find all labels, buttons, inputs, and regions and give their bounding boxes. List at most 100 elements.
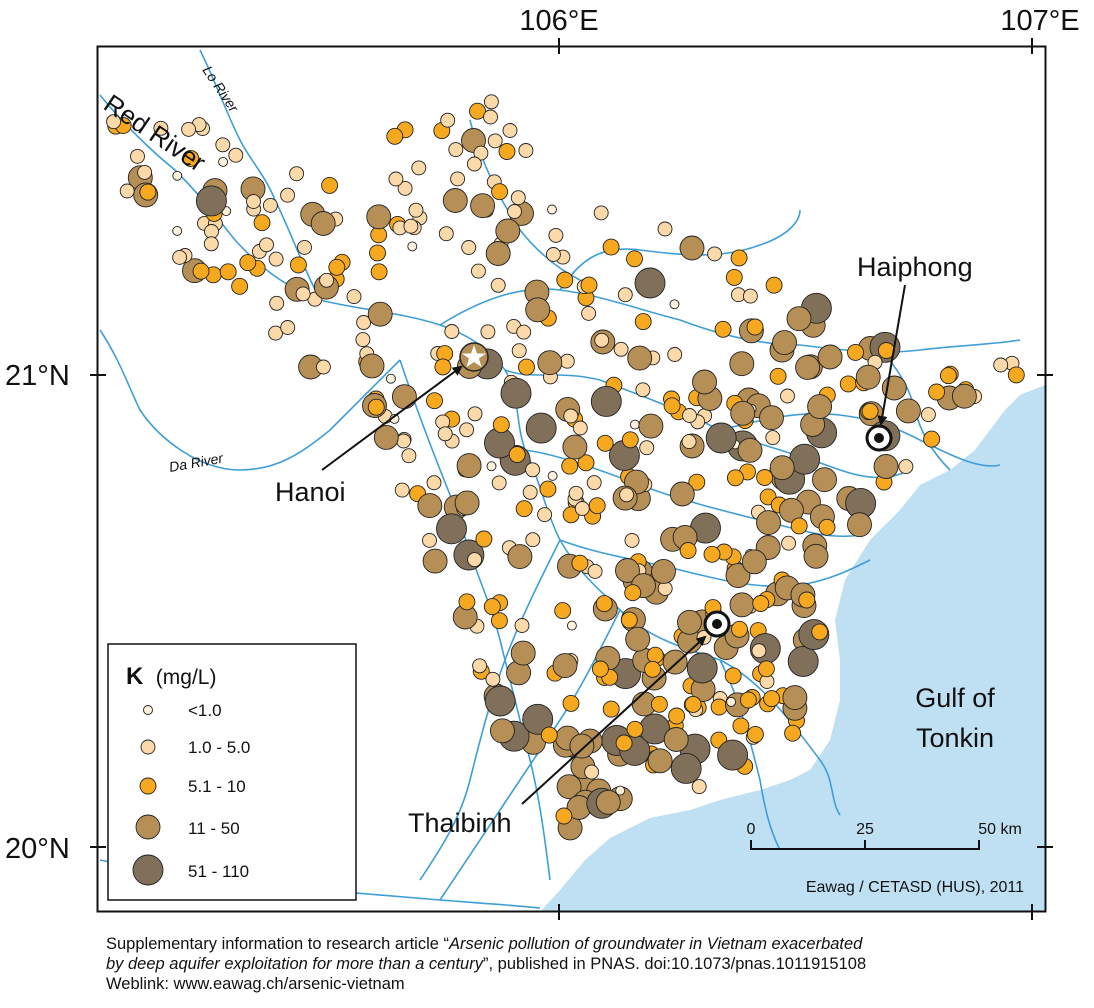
sample-point bbox=[626, 720, 644, 738]
sample-point bbox=[203, 236, 219, 252]
sample-point bbox=[615, 785, 626, 796]
sample-point bbox=[239, 254, 257, 272]
sample-point bbox=[436, 513, 467, 545]
sample-point bbox=[153, 120, 169, 136]
sample-point bbox=[625, 626, 651, 652]
sample-point bbox=[295, 286, 311, 302]
sample-point bbox=[469, 102, 486, 120]
sample-point bbox=[619, 487, 635, 503]
legend-swatch-3 bbox=[139, 777, 157, 795]
star-icon bbox=[462, 345, 486, 367]
sample-point bbox=[757, 660, 775, 678]
hanoi-marker bbox=[459, 342, 489, 372]
southern-channel-2 bbox=[419, 539, 561, 881]
sample-point bbox=[450, 171, 466, 187]
sample-point bbox=[426, 392, 443, 410]
sample-point bbox=[508, 446, 526, 463]
sample-point bbox=[756, 469, 774, 486]
sample-point bbox=[470, 263, 486, 279]
sample-point bbox=[438, 226, 454, 242]
sample-point bbox=[522, 484, 538, 500]
sample-point bbox=[686, 652, 718, 684]
sample-point bbox=[586, 475, 602, 491]
sample-point bbox=[629, 419, 640, 430]
sample-point bbox=[691, 779, 707, 795]
sample-point bbox=[259, 237, 274, 253]
sample-point bbox=[467, 406, 483, 422]
sample-point bbox=[407, 241, 418, 252]
lon-label-107: 107°E bbox=[1000, 5, 1079, 37]
sample-point bbox=[765, 276, 783, 294]
sample-point bbox=[369, 244, 386, 262]
sample-point bbox=[321, 176, 339, 194]
sample-point bbox=[812, 467, 837, 493]
sample-point bbox=[928, 383, 946, 401]
sample-point bbox=[639, 440, 655, 456]
sample-point bbox=[717, 739, 749, 771]
sample-point bbox=[442, 188, 468, 213]
thaibinh-label: Thaibinh bbox=[408, 808, 512, 838]
sample-point bbox=[730, 249, 748, 267]
sample-point bbox=[663, 727, 689, 752]
southern-channel-1 bbox=[439, 609, 621, 901]
sample-point bbox=[724, 667, 742, 685]
legend: K (mg/L) <1.0 1.0 - 5.0 5.1 - 10 11 - 50… bbox=[107, 643, 357, 901]
sample-point bbox=[367, 301, 393, 327]
sample-point bbox=[289, 166, 305, 182]
sample-point bbox=[319, 272, 335, 288]
sample-point bbox=[669, 481, 695, 507]
sample-point bbox=[847, 343, 864, 361]
sample-point bbox=[483, 94, 499, 110]
label-arrows bbox=[321, 284, 906, 805]
sample-point bbox=[646, 646, 664, 664]
sample-point bbox=[780, 388, 795, 404]
sample-point bbox=[732, 717, 750, 735]
sample-point bbox=[590, 385, 622, 417]
sample-point bbox=[548, 227, 564, 243]
sample-point bbox=[873, 454, 899, 479]
sample-point bbox=[951, 383, 977, 409]
sample-point bbox=[373, 424, 399, 450]
sample-point bbox=[778, 497, 804, 523]
sample-point bbox=[627, 345, 653, 371]
sample-point bbox=[359, 353, 385, 379]
sample-point bbox=[679, 542, 697, 559]
sample-point bbox=[566, 620, 577, 631]
sample-point bbox=[684, 695, 702, 713]
sea-area bbox=[540, 385, 1045, 912]
sample-point bbox=[624, 532, 640, 548]
haiphong-arrow bbox=[877, 284, 906, 426]
sample-point bbox=[730, 400, 756, 426]
sample-point bbox=[855, 364, 881, 390]
sample-point bbox=[434, 358, 452, 376]
sample-point bbox=[923, 430, 941, 448]
sample-point bbox=[591, 660, 609, 678]
sample-point bbox=[817, 344, 843, 370]
legend-unit: (mg/L) bbox=[156, 666, 217, 689]
sample-point bbox=[525, 412, 557, 444]
sample-point bbox=[525, 532, 541, 548]
caption-weblink: Weblink: www.eawag.ch/arsenic-vietnam bbox=[106, 975, 405, 993]
map: 106°E 107°E 21°N 20°N Red River Lo River… bbox=[5, 5, 1080, 920]
hanoi-label: Hanoi bbox=[275, 477, 346, 507]
sample-point bbox=[756, 510, 781, 536]
sample-point bbox=[765, 430, 781, 446]
sample-point bbox=[484, 685, 516, 717]
sample-point bbox=[280, 187, 296, 203]
sample-point bbox=[182, 149, 200, 167]
sample-point bbox=[537, 507, 553, 523]
sample-point bbox=[555, 807, 573, 825]
sample-point bbox=[795, 354, 821, 380]
sample-point bbox=[466, 156, 482, 172]
sample-point bbox=[895, 398, 921, 424]
sample-point bbox=[746, 725, 764, 743]
sample-point bbox=[939, 367, 957, 385]
legend-swatch-5 bbox=[132, 854, 164, 886]
sample-point bbox=[411, 160, 427, 176]
sample-point bbox=[725, 563, 751, 589]
sample-point bbox=[677, 609, 702, 635]
sample-point bbox=[507, 204, 522, 219]
sample-point bbox=[483, 598, 501, 616]
sample-point bbox=[746, 318, 764, 336]
sample-point bbox=[346, 289, 362, 305]
